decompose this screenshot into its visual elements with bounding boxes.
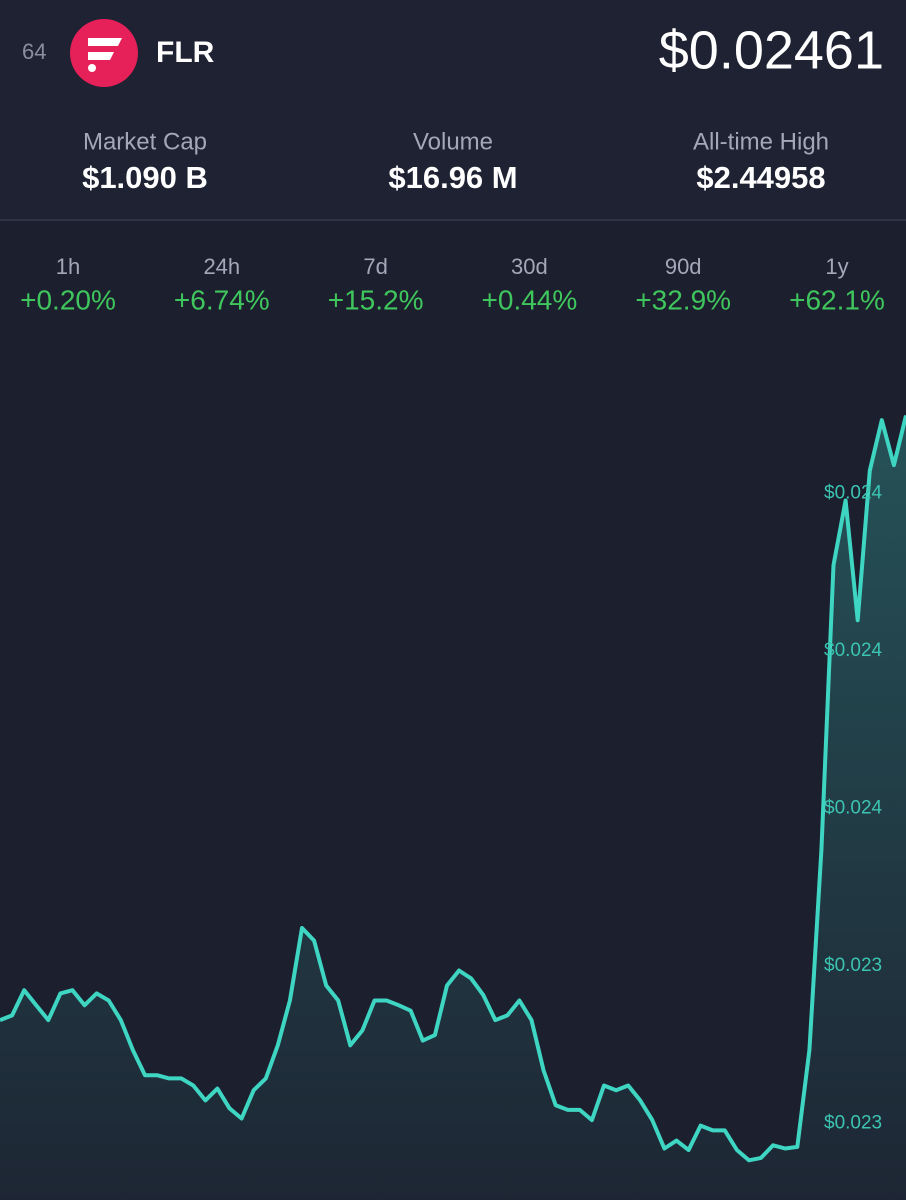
stat-value: $1.090 B: [82, 160, 208, 195]
rank: 64: [22, 39, 46, 64]
period-change: +0.44%: [482, 284, 578, 315]
stat-label: All-time High: [693, 128, 829, 155]
period-change: +15.2%: [328, 284, 424, 315]
y-tick-label: $0.024: [824, 482, 883, 503]
stat-label: Volume: [413, 128, 493, 155]
period-label: 24h: [203, 254, 240, 279]
period-change: +32.9%: [635, 284, 731, 315]
period-change: +6.74%: [174, 284, 270, 315]
logo: [70, 19, 138, 87]
period-label: 90d: [665, 254, 702, 279]
y-tick-label: $0.024: [824, 797, 883, 818]
y-tick-label: $0.023: [824, 955, 882, 976]
period-change: +0.20%: [20, 284, 116, 315]
chart: $0.024 $0.024 $0.024 $0.023 $0.023: [0, 415, 906, 1200]
area: [0, 415, 906, 1200]
period-label: 7d: [363, 254, 387, 279]
y-tick-label: $0.023: [824, 1112, 882, 1133]
period-label: 1h: [56, 254, 80, 279]
stat-label: Market Cap: [83, 128, 207, 155]
price: $0.02461: [659, 20, 884, 80]
symbol: FLR: [156, 36, 215, 69]
period-change: +62.1%: [789, 284, 885, 315]
price-line: [0, 415, 906, 1163]
changes: 1h +0.20% 24h +6.74% 7d +15.2% 30d +0.44% 90d +32…: [20, 254, 885, 316]
stat-value: $2.44958: [696, 160, 825, 195]
stat-value: $16.96 M: [388, 160, 517, 195]
period-label: 30d: [511, 254, 548, 279]
y-tick-label: $0.024: [824, 640, 883, 661]
header-bg: [0, 0, 906, 220]
period-label: 1y: [825, 254, 848, 279]
